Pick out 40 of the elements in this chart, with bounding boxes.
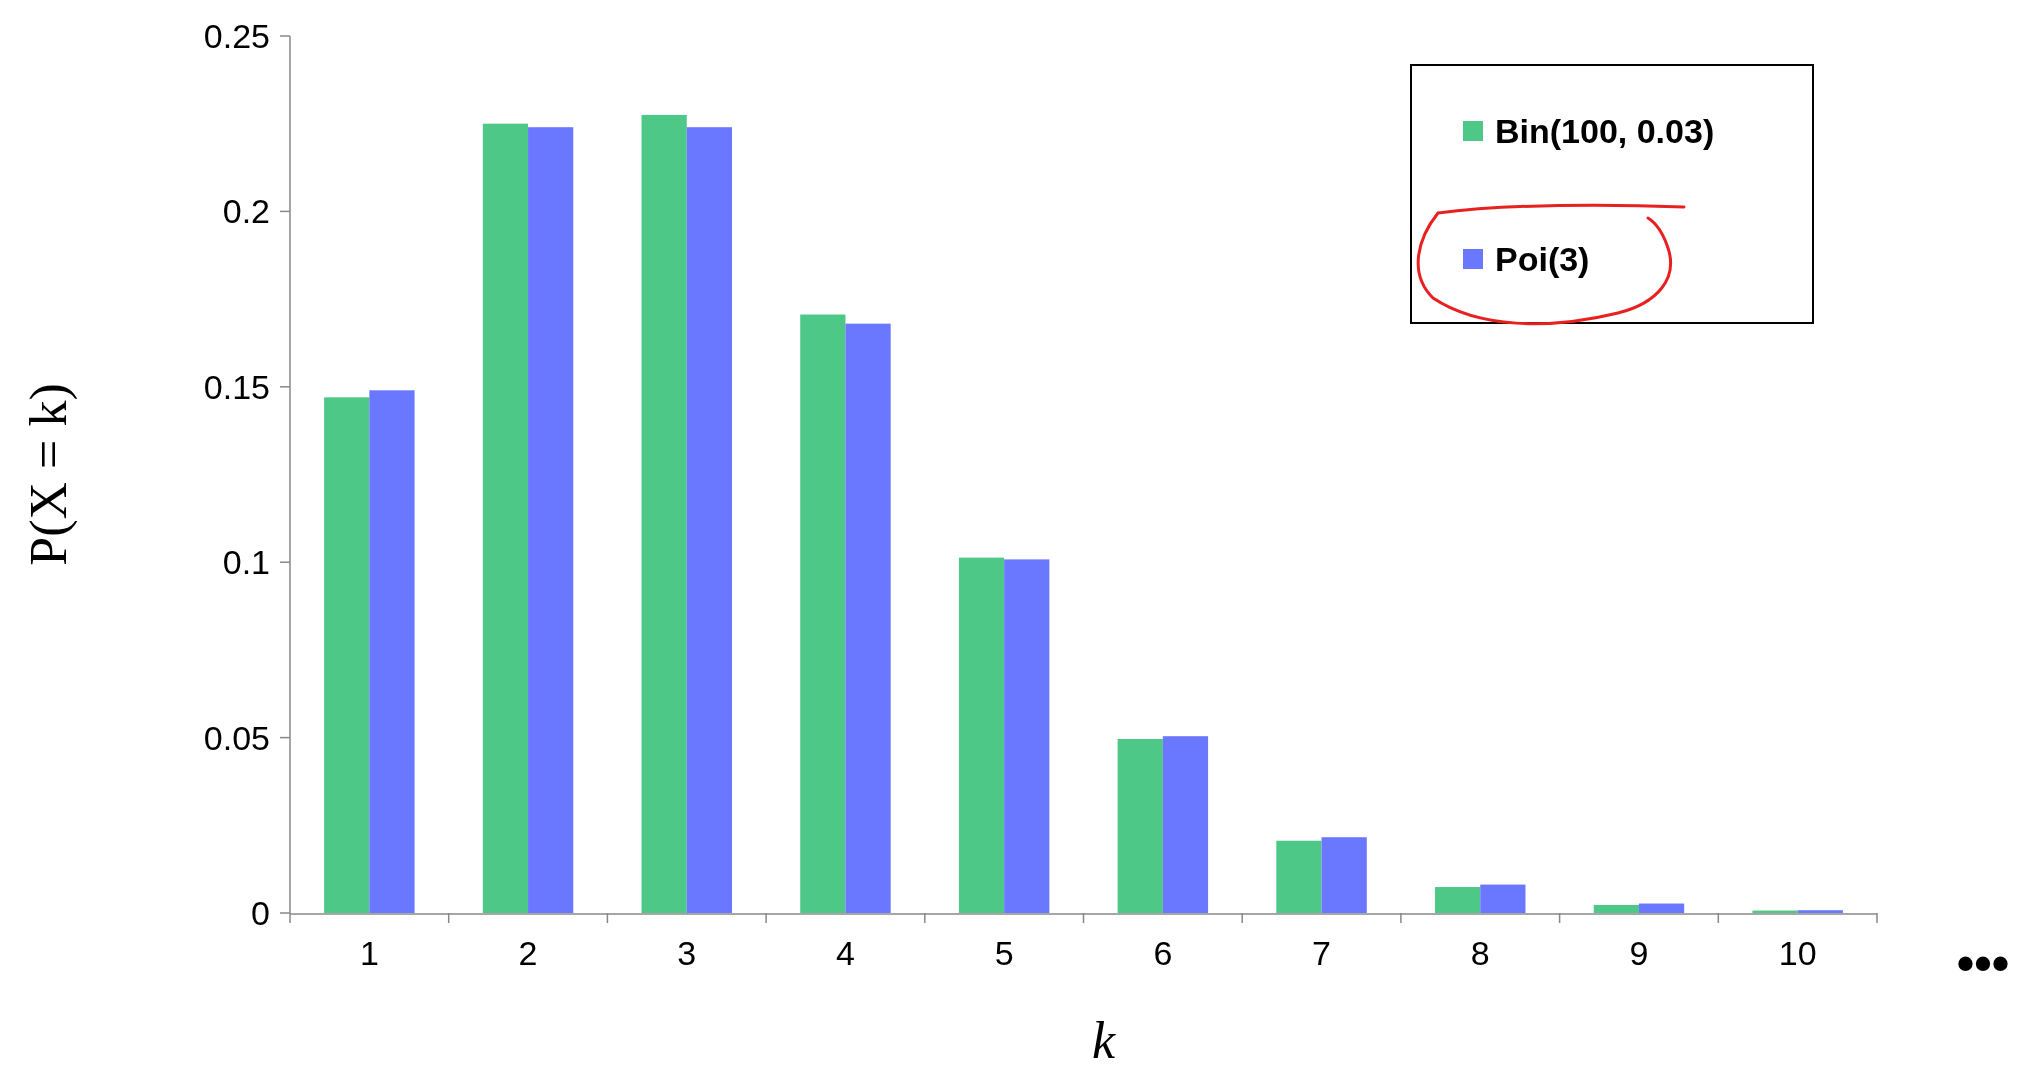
x-tick-label: 10: [1778, 934, 1817, 972]
text: •••: [1956, 935, 2010, 991]
bar: [1797, 910, 1843, 913]
x-axis-title: k: [1091, 1012, 1116, 1069]
bar: [324, 397, 370, 913]
bar: [686, 127, 732, 913]
bar: [958, 557, 1005, 913]
bar: [1276, 840, 1322, 913]
x-tick-label: 4: [835, 934, 855, 972]
x-tick-label: 6: [1153, 934, 1173, 972]
y-tick-label: 0: [251, 893, 270, 932]
legend-label: Poi(3): [1495, 239, 1590, 278]
y-axis-title: P(X = k): [20, 383, 78, 566]
y-tick-label: 0.2: [222, 192, 270, 231]
y-tick-label: 0.1: [222, 543, 270, 582]
y-tick-label: 0.05: [203, 718, 270, 757]
bar: [1435, 887, 1481, 913]
bar: [845, 323, 891, 913]
bar: [641, 114, 687, 913]
bar: [1004, 559, 1050, 913]
x-tick-label: 8: [1470, 934, 1490, 972]
bar: [800, 314, 846, 913]
y-tick-label: 0.25: [203, 16, 270, 55]
bar: [1321, 837, 1367, 913]
bar: [528, 127, 574, 913]
bar: [1162, 736, 1209, 913]
x-tick-label: 7: [1312, 934, 1332, 972]
x-tick-label: 5: [994, 934, 1014, 972]
x-tick-label: 9: [1629, 934, 1649, 972]
x-tick-label: 3: [677, 934, 697, 972]
y-tick-label: 0.15: [203, 367, 270, 406]
x-tick-label: 2: [518, 934, 538, 972]
bar: [482, 123, 529, 913]
x-tick-label: 1: [359, 934, 379, 972]
bar: [1638, 903, 1685, 913]
bar: [1480, 884, 1526, 913]
legend-label: Bin(100, 0.03): [1495, 111, 1715, 150]
bar: [1593, 904, 1639, 913]
bar: [1117, 739, 1163, 913]
bar: [369, 390, 415, 913]
